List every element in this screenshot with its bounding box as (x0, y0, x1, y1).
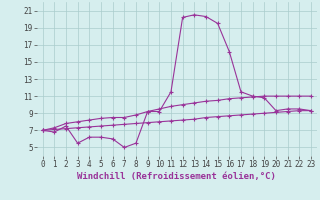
X-axis label: Windchill (Refroidissement éolien,°C): Windchill (Refroidissement éolien,°C) (77, 172, 276, 181)
